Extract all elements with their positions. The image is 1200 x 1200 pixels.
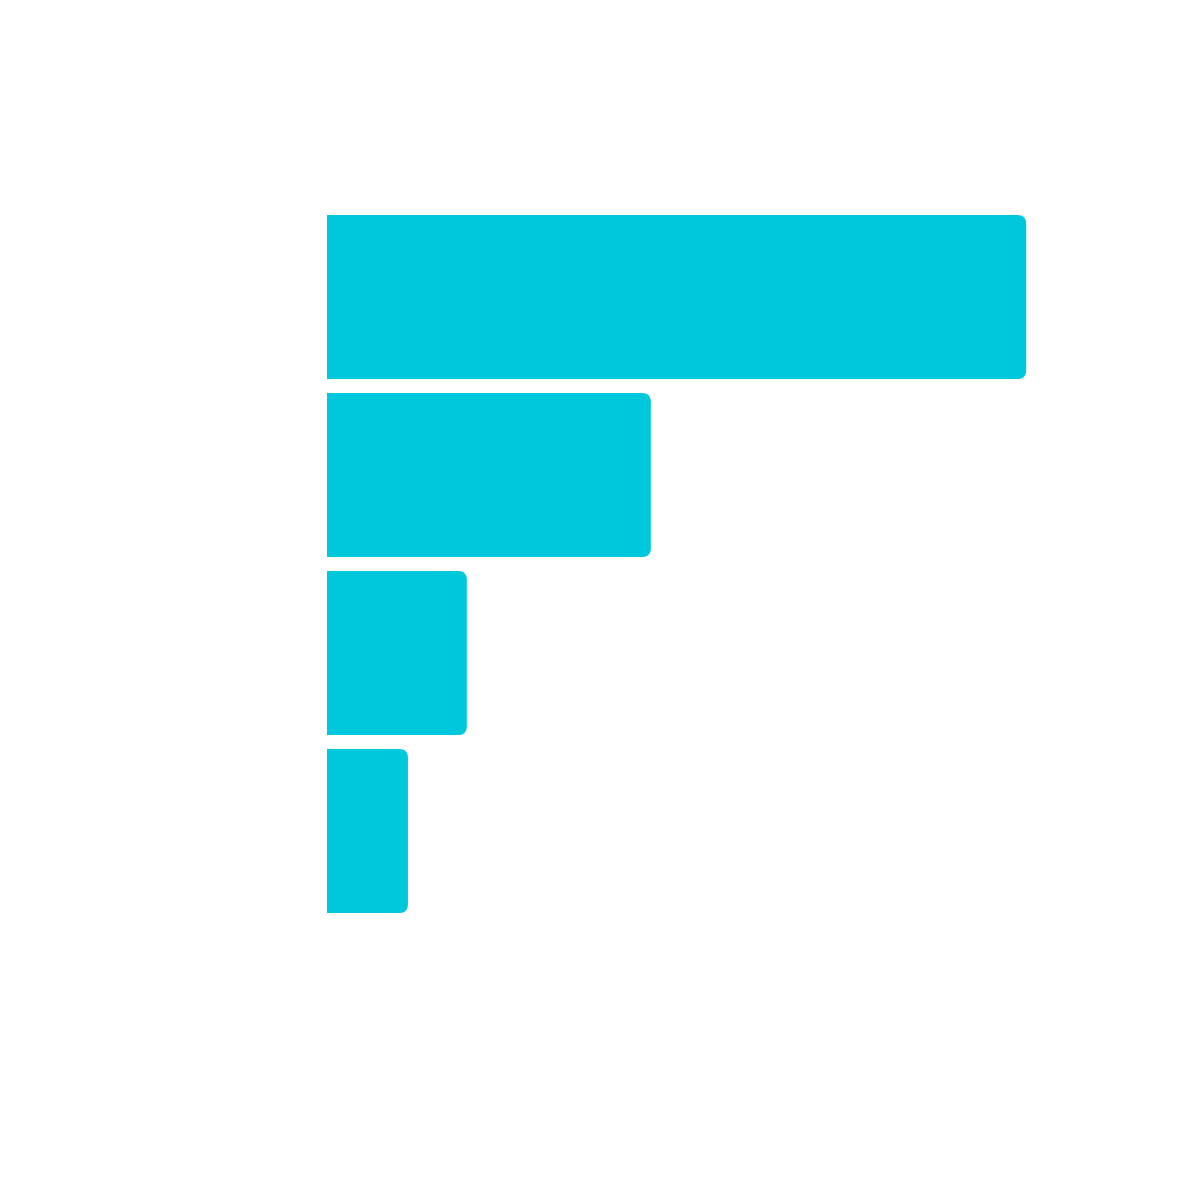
bar [327,571,467,735]
category-label: 3rd Highest Rated Mod [81,615,290,702]
value-labels: 95 44 19 11 [438,275,1107,855]
value-label: 19 [497,631,548,677]
value-label: 95 [1056,275,1107,321]
x-tick-label: 20 [449,149,500,195]
category-label: NEI [156,251,290,344]
x-tick-label: 40 [596,149,647,195]
category-label: 4th Highest Rated Mod [81,793,290,880]
category-label: 2nd Highest Rated Mod [72,437,290,524]
value-label: 11 [438,809,489,855]
x-axis-ticks: 20 40 [449,149,647,195]
bar [327,393,651,557]
category-labels: NEI 2nd Highest Rated Mod 3rd Highest Rated … [72,251,290,880]
bar [327,215,1027,379]
bar [327,749,408,913]
value-label: 44 [681,453,732,499]
chart-title: Monthly Tripoli Counter (2020-2021) [156,1008,1058,1059]
bars-group [327,215,1027,913]
